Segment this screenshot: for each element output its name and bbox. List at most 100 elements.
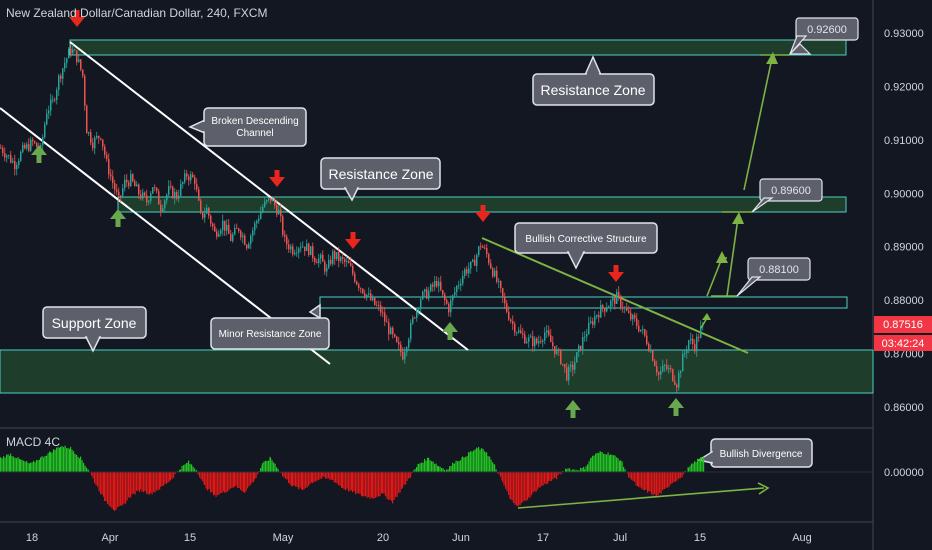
macd-bar-positive <box>694 461 696 472</box>
candle-bear <box>176 191 178 199</box>
candle-bear <box>598 315 600 318</box>
target-box <box>747 257 811 281</box>
macd-bar-positive <box>76 454 78 472</box>
macd-bar-negative <box>205 472 207 489</box>
macd-bar-negative <box>385 472 387 497</box>
macd-bar-negative <box>137 472 139 491</box>
candle-bear <box>482 246 484 248</box>
candle-bear <box>138 184 140 195</box>
candle-bull <box>22 144 24 152</box>
candle-bear <box>466 269 468 274</box>
macd-bar-negative <box>647 472 649 493</box>
candle-bull <box>642 329 644 331</box>
candle-bull <box>162 208 164 212</box>
candle-bear <box>100 138 102 140</box>
macd-bar-negative <box>349 472 351 491</box>
candle-bear <box>86 105 88 134</box>
candle-bull <box>68 48 70 59</box>
macd-bar-negative <box>547 472 549 484</box>
divergence-arrow <box>517 482 770 509</box>
projection-leg-2 <box>726 217 739 297</box>
macd-bar-negative <box>136 472 138 491</box>
candle-bear <box>36 142 38 148</box>
callout-resistance-top: Resistance Zone <box>532 55 655 106</box>
macd-bar-positive <box>189 463 191 472</box>
candle-bull <box>660 371 662 375</box>
candle-bear <box>386 321 388 323</box>
macd-bar-negative <box>230 472 232 489</box>
candle-bull <box>468 268 470 274</box>
macd-bar-negative <box>113 472 115 510</box>
target-box <box>759 178 823 202</box>
macd-bar-positive <box>486 452 488 472</box>
macd-bar-negative <box>681 472 683 478</box>
candle-bear <box>626 307 628 311</box>
macd-bar-negative <box>208 472 210 490</box>
macd-bar-positive <box>578 470 580 472</box>
candle-bull <box>272 199 274 202</box>
candle-bear <box>474 259 476 266</box>
macd-bar-positive <box>698 458 700 472</box>
candle-bear <box>362 288 364 294</box>
candle-bear <box>54 99 56 101</box>
macd-bar-negative <box>288 472 290 484</box>
candle-bear <box>134 181 136 187</box>
candle-bear <box>322 254 324 262</box>
candle-bear <box>98 135 100 139</box>
macd-bar-negative <box>401 472 403 490</box>
macd-bar-negative <box>171 472 173 479</box>
macd-bar-negative <box>322 472 324 477</box>
macd-bar-negative <box>549 472 551 482</box>
macd-bar-negative <box>146 472 148 494</box>
macd-bar-positive <box>33 460 35 472</box>
macd-bar-negative <box>411 472 413 474</box>
price-tick-label: 0.90000 <box>884 188 924 200</box>
projection-arrowhead-3 <box>766 52 778 64</box>
macd-bar-negative <box>111 472 113 509</box>
candle-bear <box>324 261 326 272</box>
resistance-zone-top <box>69 39 847 56</box>
candle-bear <box>314 257 316 262</box>
candle-bull <box>328 259 330 268</box>
candle-bull <box>142 192 144 199</box>
candle-bull <box>46 113 48 125</box>
macd-bar-negative <box>335 472 337 483</box>
macd-bar-negative <box>519 472 521 506</box>
time-tick-label: Jun <box>452 532 470 544</box>
macd-bar-negative <box>215 472 217 497</box>
macd-bar-negative <box>379 472 381 497</box>
macd-bar-negative <box>554 472 556 478</box>
macd-bar-positive <box>481 448 483 472</box>
macd-bar-negative <box>164 472 166 484</box>
candle-bull <box>310 246 312 256</box>
candle-bull <box>526 341 528 344</box>
macd-bar-positive <box>490 459 492 472</box>
candle-bear <box>370 293 372 301</box>
macd-bar-positive <box>590 458 592 472</box>
candle-bull <box>16 165 18 170</box>
candle-bull <box>478 246 480 256</box>
candle-bear <box>194 177 196 185</box>
callout-label: Support Zone <box>52 315 137 331</box>
macd-bar-negative <box>332 472 334 481</box>
candle-bear <box>426 289 428 299</box>
callout-box <box>203 107 307 147</box>
macd-bar-negative <box>341 472 343 488</box>
macd-bar-positive <box>276 467 278 472</box>
candle-bear <box>158 191 160 205</box>
macd-bar-negative <box>538 472 540 488</box>
candle-bull <box>42 137 44 146</box>
macd-bar-negative <box>253 472 255 482</box>
macd-bar-positive <box>492 462 494 472</box>
macd-bar-negative <box>101 472 103 495</box>
macd-bar-negative <box>125 472 127 504</box>
macd-bar-positive <box>20 459 22 472</box>
candle-bull <box>220 230 222 234</box>
callout-box <box>210 317 330 350</box>
macd-bar-positive <box>63 447 65 472</box>
price-tick-label: 0.92000 <box>884 81 924 93</box>
macd-bar-negative <box>306 472 308 488</box>
candle-bear <box>492 268 494 277</box>
macd-bar-negative <box>541 472 543 486</box>
